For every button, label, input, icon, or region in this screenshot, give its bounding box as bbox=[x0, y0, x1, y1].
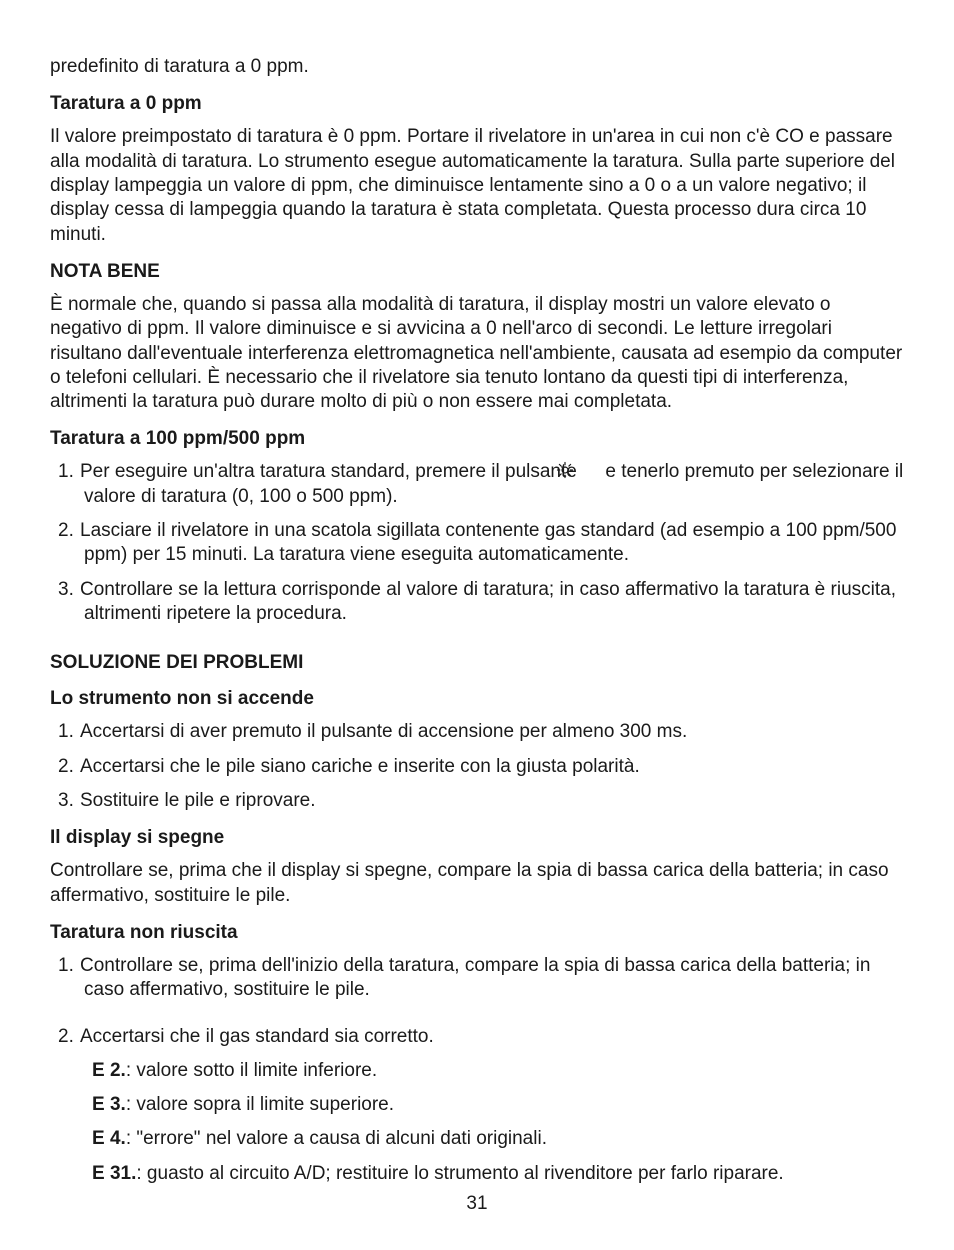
list-item: 1.Accertarsi di aver premuto il pulsante… bbox=[50, 720, 904, 744]
brightness-icon bbox=[582, 461, 600, 479]
list-number: 3. bbox=[58, 578, 80, 602]
body-display-si-spegne: Controllare se, prima che il display si … bbox=[50, 859, 904, 908]
error-code: E 31. bbox=[92, 1163, 136, 1184]
list-item: 3.Sostituire le pile e riprovare. bbox=[50, 789, 904, 813]
list-number: 1. bbox=[58, 720, 80, 744]
heading-taratura-0ppm: Taratura a 0 ppm bbox=[50, 93, 904, 115]
body-nota-bene: È normale che, quando si passa alla moda… bbox=[50, 293, 904, 415]
list-text: Controllare se, prima dell'inizio della … bbox=[80, 955, 870, 1000]
list-text: Accertarsi di aver premuto il pulsante d… bbox=[80, 721, 687, 742]
error-code-item: E 31.: guasto al circuito A/D; restituir… bbox=[84, 1162, 904, 1186]
heading-soluzione-problemi: SOLUZIONE DEI PROBLEMI bbox=[50, 652, 904, 674]
list-number: 2. bbox=[58, 519, 80, 543]
intro-fragment: predefinito di taratura a 0 ppm. bbox=[50, 55, 904, 79]
error-desc: : "errore" nel valore a causa di alcuni … bbox=[126, 1128, 547, 1149]
list-item: 3.Controllare se la lettura corrisponde … bbox=[50, 578, 904, 627]
error-code-item: E 4.: "errore" nel valore a causa di alc… bbox=[84, 1127, 904, 1151]
error-desc: : valore sotto il limite inferiore. bbox=[126, 1060, 377, 1081]
error-code: E 2. bbox=[92, 1060, 126, 1081]
body-taratura-0ppm: Il valore preimpostato di taratura è 0 p… bbox=[50, 125, 904, 247]
list-item: 2.Lasciare il rivelatore in una scatola … bbox=[50, 519, 904, 568]
list-item: 1.Per eseguire un'altra taratura standar… bbox=[50, 460, 904, 509]
error-code: E 4. bbox=[92, 1128, 126, 1149]
list-taratura-non-riuscita: 1.Controllare se, prima dell'inizio dell… bbox=[50, 954, 904, 1186]
list-taratura-100-500: 1.Per eseguire un'altra taratura standar… bbox=[50, 460, 904, 626]
list-item: 2.Accertarsi che le pile siano cariche e… bbox=[50, 755, 904, 779]
error-desc: : guasto al circuito A/D; restituire lo … bbox=[136, 1163, 783, 1184]
error-desc: : valore sopra il limite superiore. bbox=[126, 1094, 394, 1115]
list-text: Accertarsi che il gas standard sia corre… bbox=[80, 1026, 434, 1047]
document-page: predefinito di taratura a 0 ppm. Taratur… bbox=[0, 0, 954, 1250]
error-code: E 3. bbox=[92, 1094, 126, 1115]
list-text: Lasciare il rivelatore in una scatola si… bbox=[80, 520, 896, 565]
list-text: Accertarsi che le pile siano cariche e i… bbox=[80, 756, 640, 777]
list-non-si-accende: 1.Accertarsi di aver premuto il pulsante… bbox=[50, 720, 904, 813]
heading-taratura-non-riuscita: Taratura non riuscita bbox=[50, 922, 904, 944]
error-code-item: E 3.: valore sopra il limite superiore. bbox=[84, 1093, 904, 1117]
heading-display-si-spegne: Il display si spegne bbox=[50, 827, 904, 849]
list-text: Controllare se la lettura corrisponde al… bbox=[80, 579, 896, 624]
list-item: 2.Accertarsi che il gas standard sia cor… bbox=[50, 1025, 904, 1187]
error-code-item: E 2.: valore sotto il limite inferiore. bbox=[84, 1059, 904, 1083]
heading-non-si-accende: Lo strumento non si accende bbox=[50, 688, 904, 710]
heading-nota-bene: NOTA BENE bbox=[50, 261, 904, 283]
list-number: 2. bbox=[58, 1025, 80, 1049]
list-item: 1.Controllare se, prima dell'inizio dell… bbox=[50, 954, 904, 1003]
list-text: Sostituire le pile e riprovare. bbox=[80, 790, 316, 811]
list-text-pre: Per eseguire un'altra taratura standard,… bbox=[80, 461, 582, 482]
heading-taratura-100-500: Taratura a 100 ppm/500 ppm bbox=[50, 428, 904, 450]
list-number: 1. bbox=[58, 954, 80, 978]
list-number: 2. bbox=[58, 755, 80, 779]
list-number: 1. bbox=[58, 460, 80, 484]
list-number: 3. bbox=[58, 789, 80, 813]
error-code-list: E 2.: valore sotto il limite inferiore. … bbox=[84, 1059, 904, 1186]
page-number: 31 bbox=[0, 1193, 954, 1215]
